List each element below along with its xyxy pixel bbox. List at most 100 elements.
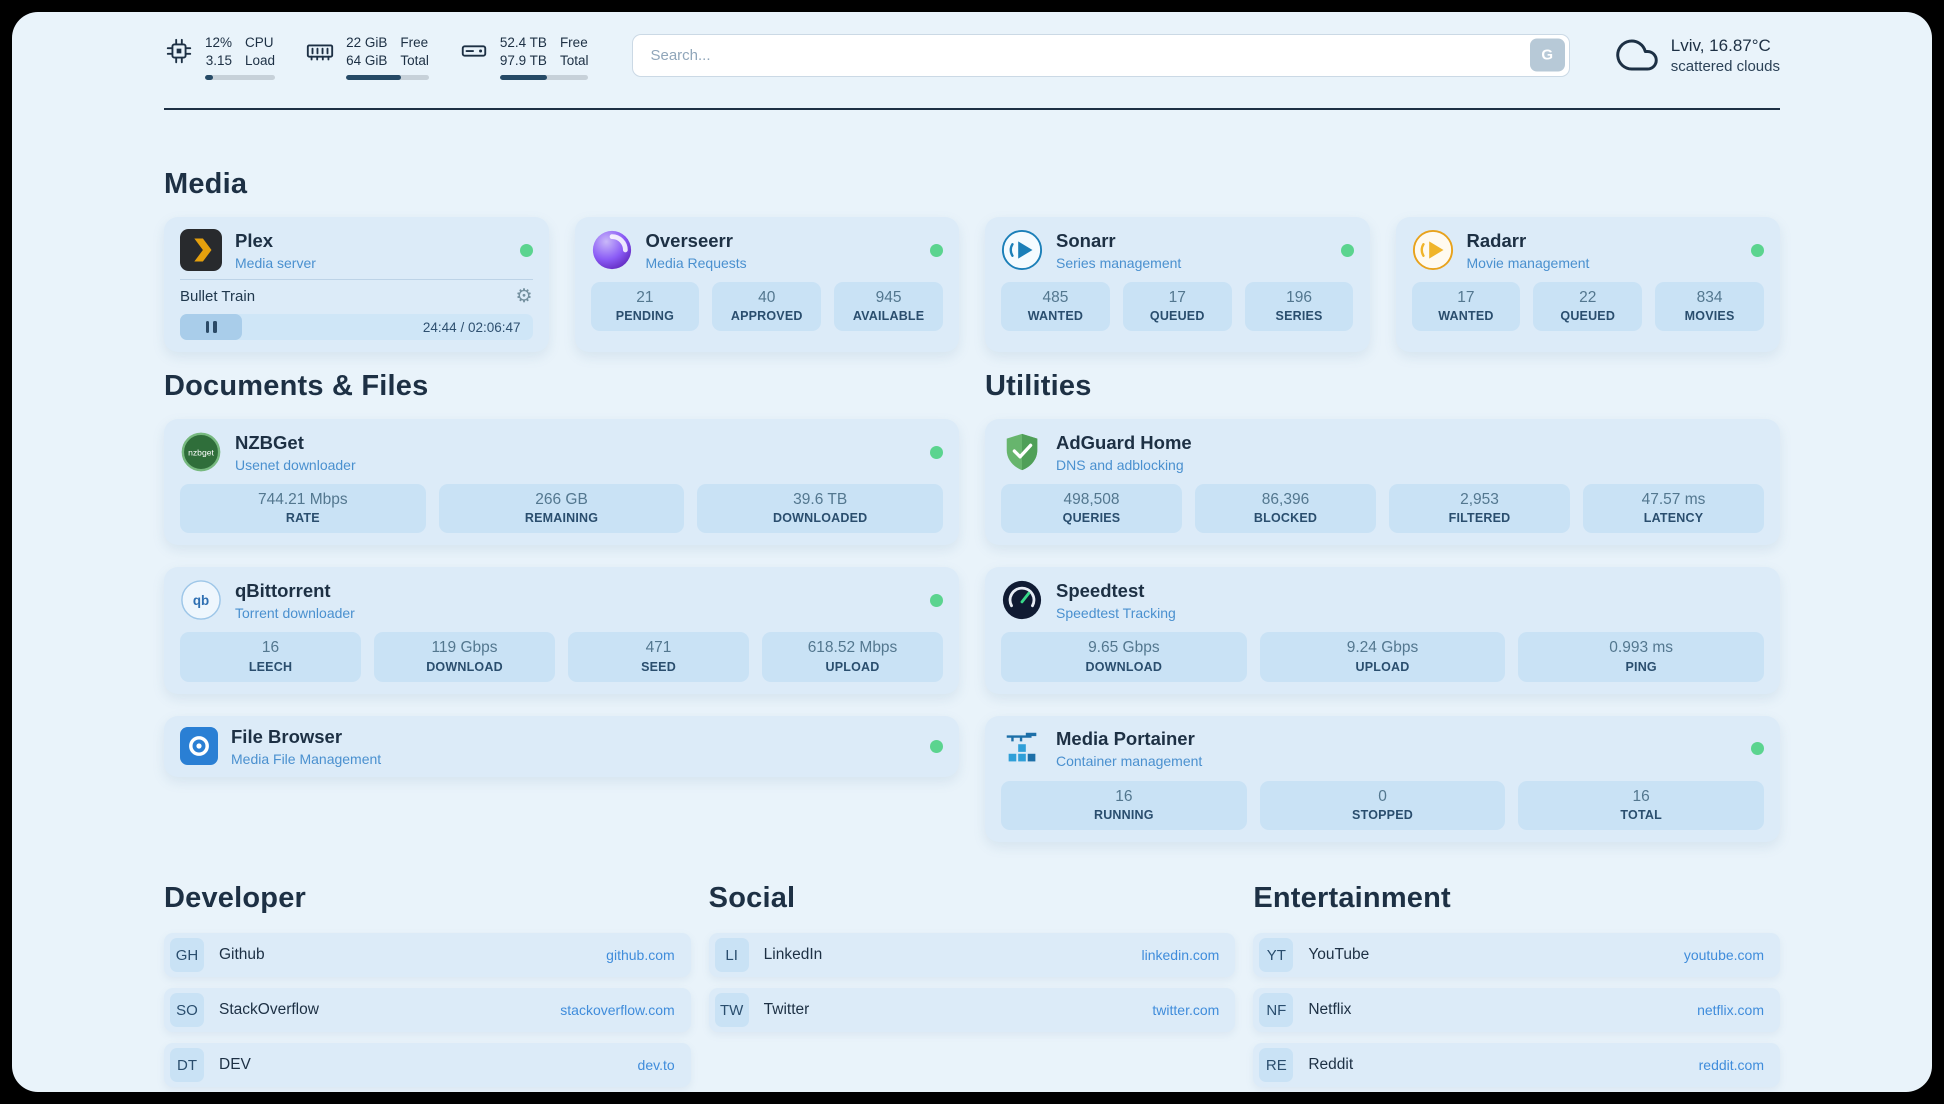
top-bar: 12% 3.15 CPU Load xyxy=(164,26,1780,84)
bookmark-abbr: RE xyxy=(1259,1048,1294,1083)
bookmark-url: netflix.com xyxy=(1697,1002,1764,1019)
bookmark-url: youtube.com xyxy=(1683,947,1764,964)
status-dot xyxy=(930,739,943,753)
ram-icon xyxy=(305,34,335,66)
service-card-overseerr[interactable]: Overseerr Media Requests 21 PENDING 40 A… xyxy=(574,217,959,352)
stat-value: 471 xyxy=(645,639,672,657)
stat-label: QUEUED xyxy=(1560,309,1616,324)
stat-label: SEED xyxy=(641,659,676,674)
bookmark-youtube[interactable]: YT YouTube youtube.com xyxy=(1253,933,1780,978)
service-card-speedtest[interactable]: Speedtest Speedtest Tracking 9.65 Gbps D… xyxy=(985,567,1780,694)
search-engine-button[interactable]: G xyxy=(1529,38,1565,72)
stat-value: 9.65 Gbps xyxy=(1088,639,1160,657)
bookmark-name: Netflix xyxy=(1308,1001,1352,1019)
stat-value: 196 xyxy=(1286,289,1312,306)
stat-box: 471 SEED xyxy=(568,632,749,682)
section-documents: Documents & Files nzbget xyxy=(164,370,959,777)
service-name: File Browser xyxy=(231,725,343,747)
stat-value: 40 xyxy=(758,289,776,306)
stat-label: SERIES xyxy=(1275,309,1323,324)
service-name: AdGuard Home xyxy=(1056,431,1192,453)
stat-box: 40 APPROVED xyxy=(712,282,822,332)
bookmark-twitter[interactable]: TW Twitter twitter.com xyxy=(708,988,1236,1033)
bookmark-reddit[interactable]: RE Reddit reddit.com xyxy=(1253,1043,1780,1088)
gear-icon[interactable]: ⚙ xyxy=(515,286,533,307)
weather-location: Lviv, 16.87°C xyxy=(1670,35,1771,55)
cpu-usage-bar xyxy=(205,75,276,81)
bookmark-abbr: NF xyxy=(1259,993,1294,1028)
disk-free-label: Free xyxy=(559,34,588,50)
service-card-filebrowser[interactable]: File Browser Media File Management xyxy=(164,715,959,777)
service-name: Sonarr xyxy=(1056,229,1116,251)
section-media: Media Plex Media server xyxy=(164,168,1780,352)
section-title-documents: Documents & Files xyxy=(164,370,429,402)
stat-label: MOVIES xyxy=(1684,309,1735,324)
stat-label: APPROVED xyxy=(730,309,803,324)
stat-value: 21 xyxy=(636,289,654,306)
now-playing-title: Bullet Train xyxy=(180,288,256,305)
service-card-qbittorrent[interactable]: qb qBittorrent Torrent downloader xyxy=(164,567,959,694)
speedtest-icon xyxy=(1001,579,1043,621)
header-divider xyxy=(164,108,1780,110)
stat-box: 17 QUEUED xyxy=(1122,282,1232,332)
stat-value: 618.52 Mbps xyxy=(807,639,898,657)
bookmark-abbr: LI xyxy=(714,938,749,973)
stat-box: 196 SERIES xyxy=(1244,282,1354,332)
sonarr-icon xyxy=(1001,229,1043,271)
portainer-icon xyxy=(1001,728,1043,770)
service-name: NZBGet xyxy=(235,431,304,453)
bookmark-dev[interactable]: DT DEV dev.to xyxy=(164,1043,691,1088)
service-card-sonarr[interactable]: Sonarr Series management 485 WANTED 17 Q… xyxy=(985,217,1370,352)
cpu-percent: 12% xyxy=(205,34,233,50)
stat-value: 16 xyxy=(261,639,280,657)
section-utilities: Utilities xyxy=(985,370,1780,843)
service-subtitle: Media File Management xyxy=(231,750,382,767)
bookmark-abbr: SO xyxy=(170,993,204,1028)
service-card-radarr[interactable]: Radarr Movie management 17 WANTED 22 QUE… xyxy=(1395,217,1780,352)
stat-box: 266 GB REMAINING xyxy=(438,484,685,534)
service-card-portainer[interactable]: Media Portainer Container management 16 … xyxy=(985,715,1780,843)
service-card-adguard[interactable]: AdGuard Home DNS and adblocking 498,508 … xyxy=(985,419,1780,546)
service-subtitle: Speedtest Tracking xyxy=(1056,604,1176,621)
stat-label: FILTERED xyxy=(1448,511,1511,526)
stat-box: 9.24 Gbps UPLOAD xyxy=(1259,632,1506,682)
stat-label: UPLOAD xyxy=(825,659,880,674)
stat-label: TOTAL xyxy=(1620,808,1662,823)
cpu-load-value: 3.15 xyxy=(205,53,233,68)
stat-box: 618.52 Mbps UPLOAD xyxy=(762,632,943,682)
stat-label: REMAINING xyxy=(524,511,599,526)
now-playing-row: Bullet Train ⚙ xyxy=(180,279,533,306)
service-card-nzbget[interactable]: nzbget NZBGet Usenet downloader 74 xyxy=(164,419,959,546)
bookmark-linkedin[interactable]: LI LinkedIn linkedin.com xyxy=(708,933,1236,978)
stat-box: 39.6 TB DOWNLOADED xyxy=(697,484,944,534)
status-dot xyxy=(930,243,943,257)
status-dot xyxy=(930,593,943,607)
bookmark-url: stackoverflow.com xyxy=(560,1002,675,1019)
bookmark-netflix[interactable]: NF Netflix netflix.com xyxy=(1253,988,1780,1033)
status-dot xyxy=(1751,742,1764,756)
bookmark-url: dev.to xyxy=(637,1057,675,1074)
weather-widget: Lviv, 16.87°C scattered clouds xyxy=(1616,34,1780,76)
service-card-plex[interactable]: Plex Media server Bullet Train ⚙ 24:44 /… xyxy=(164,217,549,352)
search-input[interactable] xyxy=(632,33,1570,77)
adguard-icon xyxy=(1001,431,1043,473)
playback-progress-bar[interactable]: 24:44 / 02:06:47 xyxy=(180,314,533,340)
bookmark-url: github.com xyxy=(606,947,675,964)
stat-label: DOWNLOAD xyxy=(1085,659,1163,674)
service-subtitle: Container management xyxy=(1056,753,1203,770)
cpu-load-label: Load xyxy=(245,53,276,68)
bookmark-group-social: Social LI LinkedIn linkedin.com TW Twitt… xyxy=(708,882,1236,1033)
stat-box: 485 WANTED xyxy=(1001,282,1110,332)
pause-button[interactable] xyxy=(180,314,242,340)
bookmark-stackoverflow[interactable]: SO StackOverflow stackoverflow.com xyxy=(164,988,691,1033)
stat-label: PENDING xyxy=(615,309,675,324)
bookmark-name: Github xyxy=(219,946,265,964)
system-widgets: 12% 3.15 CPU Load xyxy=(164,30,589,81)
stat-box: 21 PENDING xyxy=(590,282,700,332)
section-title-developer: Developer xyxy=(164,882,307,915)
disk-icon xyxy=(459,34,489,66)
stat-label: LATENCY xyxy=(1643,511,1704,526)
service-subtitle: Torrent downloader xyxy=(235,604,355,621)
bookmark-github[interactable]: GH Github github.com xyxy=(164,933,691,978)
stat-value: 0.993 ms xyxy=(1609,639,1674,657)
